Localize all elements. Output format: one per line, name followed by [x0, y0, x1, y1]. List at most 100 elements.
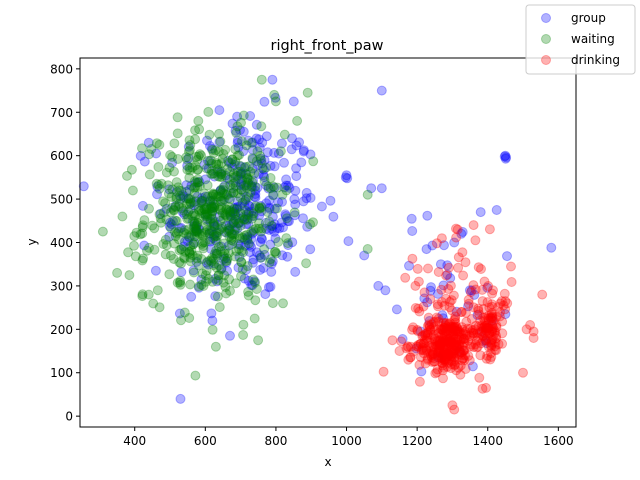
- point-waiting: [180, 246, 191, 257]
- point-waiting: [236, 184, 247, 195]
- point-group: [422, 297, 433, 308]
- point-group: [491, 205, 502, 215]
- point-drinking: [486, 299, 497, 310]
- point-drinking: [441, 293, 451, 304]
- point-waiting: [152, 285, 163, 296]
- point-group: [261, 131, 272, 142]
- point-waiting: [243, 191, 254, 202]
- point-group: [274, 223, 285, 234]
- point-waiting: [173, 154, 183, 164]
- point-drinking: [412, 326, 423, 337]
- point-waiting: [190, 196, 201, 207]
- point-waiting: [184, 135, 195, 146]
- point-drinking: [442, 348, 453, 359]
- point-group: [230, 208, 241, 219]
- point-group: [239, 273, 250, 284]
- point-waiting: [233, 218, 244, 229]
- point-waiting: [149, 223, 160, 234]
- point-waiting: [198, 243, 209, 254]
- point-drinking: [460, 350, 470, 361]
- point-waiting: [183, 213, 194, 224]
- point-drinking: [436, 233, 447, 244]
- point-waiting: [229, 209, 240, 219]
- point-drinking: [446, 336, 457, 347]
- point-group: [178, 191, 189, 202]
- point-waiting: [199, 204, 210, 215]
- point-waiting: [190, 160, 201, 171]
- point-group: [194, 176, 205, 187]
- point-drinking: [441, 343, 452, 354]
- point-drinking: [414, 359, 425, 370]
- point-drinking: [444, 339, 455, 350]
- point-drinking: [449, 347, 460, 358]
- point-drinking: [472, 341, 483, 352]
- point-drinking: [478, 330, 489, 341]
- point-group: [183, 141, 194, 152]
- point-waiting: [213, 270, 224, 281]
- point-waiting: [234, 243, 244, 254]
- point-waiting: [187, 162, 198, 173]
- point-drinking: [432, 301, 443, 312]
- point-waiting: [182, 154, 193, 165]
- point-waiting: [209, 202, 220, 212]
- point-drinking: [413, 303, 424, 314]
- point-drinking: [445, 347, 456, 358]
- point-drinking: [434, 335, 445, 346]
- point-group: [259, 249, 270, 260]
- point-drinking: [459, 355, 470, 366]
- point-drinking: [448, 330, 459, 341]
- point-drinking: [456, 347, 467, 358]
- point-waiting: [206, 210, 217, 221]
- point-waiting: [231, 171, 242, 181]
- point-group: [472, 310, 483, 321]
- point-waiting: [137, 143, 147, 154]
- point-drinking: [425, 350, 436, 361]
- point-waiting: [210, 145, 221, 156]
- point-waiting: [165, 223, 176, 233]
- point-waiting: [249, 168, 260, 179]
- point-drinking: [437, 336, 448, 347]
- point-group: [238, 146, 249, 157]
- point-drinking: [435, 353, 446, 364]
- point-drinking: [487, 301, 497, 312]
- point-waiting: [204, 225, 215, 236]
- point-group: [449, 237, 460, 248]
- point-drinking: [444, 296, 455, 307]
- point-drinking: [468, 302, 479, 313]
- point-group: [439, 240, 449, 251]
- point-waiting: [225, 180, 236, 191]
- point-group: [207, 206, 218, 217]
- point-group: [209, 221, 220, 232]
- point-drinking: [528, 333, 539, 343]
- point-waiting: [213, 159, 224, 170]
- point-group: [233, 142, 244, 153]
- point-waiting: [188, 239, 199, 250]
- point-waiting: [143, 289, 154, 300]
- point-waiting: [185, 165, 195, 176]
- point-waiting: [277, 189, 288, 200]
- point-waiting: [214, 241, 224, 252]
- point-drinking: [518, 367, 528, 378]
- point-group: [229, 202, 240, 213]
- point-group: [487, 315, 497, 326]
- point-drinking: [425, 348, 436, 359]
- point-drinking: [476, 338, 487, 349]
- point-drinking: [437, 358, 448, 369]
- point-waiting: [189, 218, 200, 229]
- point-group: [411, 343, 422, 354]
- point-waiting: [243, 178, 254, 189]
- point-waiting: [174, 277, 185, 288]
- point-waiting: [124, 270, 135, 281]
- point-waiting: [175, 279, 186, 290]
- point-drinking: [433, 267, 444, 277]
- point-drinking: [419, 287, 430, 298]
- point-waiting: [176, 244, 187, 255]
- point-drinking: [437, 353, 447, 364]
- point-waiting: [179, 307, 190, 318]
- point-drinking: [433, 343, 444, 354]
- point-waiting: [256, 226, 266, 237]
- point-waiting: [189, 223, 200, 234]
- point-waiting: [181, 229, 192, 240]
- point-waiting: [216, 168, 227, 179]
- point-waiting: [231, 204, 242, 215]
